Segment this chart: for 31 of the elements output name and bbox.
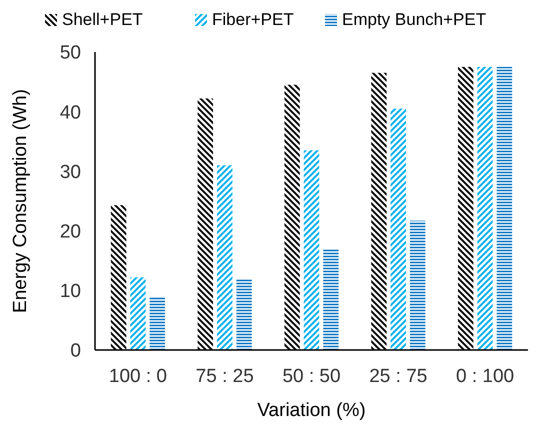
y-tick-label: 50 bbox=[60, 42, 81, 64]
bar bbox=[130, 277, 146, 350]
y-tick-label: 30 bbox=[60, 162, 81, 183]
x-tick-label: 0 : 100 bbox=[456, 366, 514, 387]
legend-label: Shell+PET bbox=[62, 10, 143, 29]
bar bbox=[284, 84, 300, 350]
x-axis-title: Variation (%) bbox=[257, 400, 366, 421]
y-tick-label: 10 bbox=[60, 281, 81, 302]
legend-label: Empty Bunch+PET bbox=[342, 10, 486, 29]
y-tick-label: 40 bbox=[60, 102, 81, 124]
bar bbox=[304, 150, 320, 350]
bar bbox=[390, 108, 406, 350]
bar bbox=[150, 296, 166, 350]
bar bbox=[410, 220, 426, 350]
legend-label: Fiber+PET bbox=[212, 10, 294, 29]
bar bbox=[110, 205, 126, 350]
bar bbox=[236, 278, 252, 350]
y-tick-label: 20 bbox=[60, 221, 81, 242]
y-axis-title: Energy Consumption (Wh) bbox=[10, 89, 31, 313]
x-tick-label: 25 : 75 bbox=[369, 366, 428, 387]
bar bbox=[198, 98, 214, 350]
x-tick-label: 50 : 50 bbox=[282, 366, 341, 387]
bar bbox=[323, 248, 339, 350]
bar bbox=[217, 165, 232, 350]
bar bbox=[477, 66, 493, 350]
x-tick-label: 75 : 25 bbox=[196, 366, 254, 387]
x-tick-label: 100 : 0 bbox=[108, 366, 168, 387]
bar bbox=[496, 66, 512, 350]
bar bbox=[371, 72, 387, 350]
y-tick-label: 0 bbox=[70, 340, 81, 362]
bar bbox=[458, 66, 474, 350]
